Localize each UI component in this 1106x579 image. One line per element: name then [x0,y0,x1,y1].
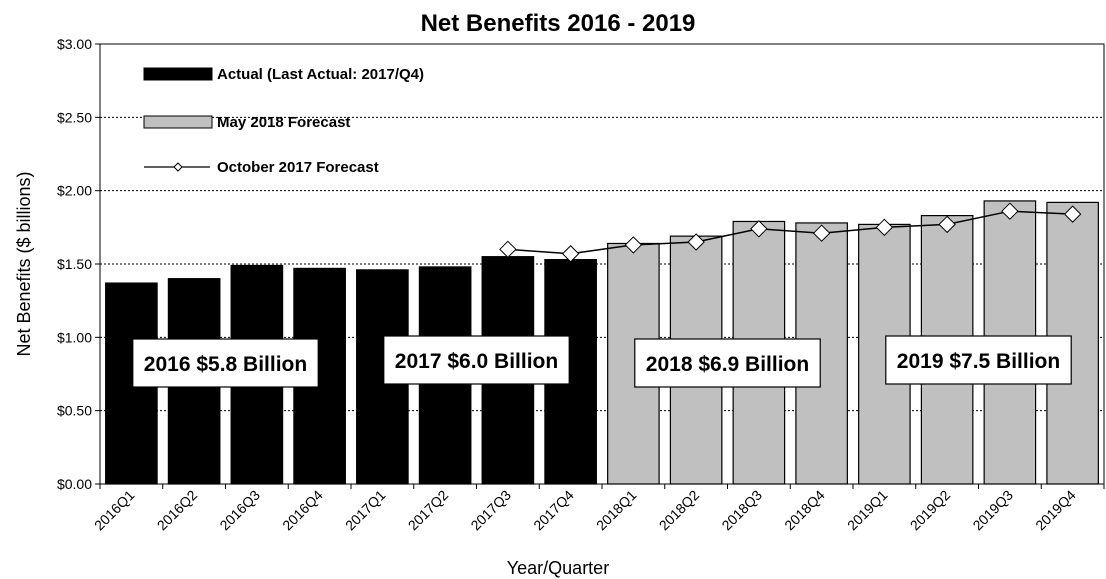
annotation-box: 2017 $6.0 Billion [383,335,570,385]
x-tick-label: 2017Q1 [342,487,389,534]
x-tick-label: 2019Q3 [969,487,1016,534]
annotation-box: 2018 $6.9 Billion [634,338,821,388]
y-tick-label: $1.50 [57,256,92,272]
annotation-rect [634,338,821,388]
forecast-point [561,245,580,263]
annotation-box: 2016 $5.8 Billion [132,338,319,388]
x-tick-label: 2016Q1 [91,487,138,534]
x-axis-title: Year/Quarter [507,558,609,578]
forecast-point [687,233,705,251]
forecast-point [812,224,831,242]
annotation-label: 2017 $6.0 Billion [395,350,558,373]
annotation-label: 2019 $7.5 Billion [897,350,1060,373]
x-tick-label: 2016Q3 [216,487,263,534]
annotation-label: 2016 $5.8 Billion [144,353,307,376]
y-axis-title: Net Benefits ($ billions) [14,171,34,356]
legend-label: October 2017 Forecast [217,159,379,176]
forecast-point [938,215,956,234]
forecast-line-path [507,210,1073,255]
legend-diamond-marker [173,162,183,172]
x-tick-label: 2018Q1 [593,487,640,534]
x-tick-label: 2018Q4 [781,487,828,534]
annotation-label: 2018 $6.9 Billion [646,353,809,376]
x-tick-label: 2019Q1 [844,487,891,534]
x-tick-label: 2017Q3 [467,487,514,534]
x-tick-label: 2016Q2 [154,487,201,534]
year-annotations: 2016 $5.8 Billion 2017 $6.0 Billion 2018 $… [132,335,1072,388]
x-tick-label: 2018Q2 [656,487,703,534]
y-tick-label: $1.00 [57,329,92,345]
legend-label: Actual (Last Actual: 2017/Q4) [217,66,424,83]
x-axis: 2016Q1 2016Q2 2016Q3 2016Q4 2017Q1 2017Q2 2017… [91,484,1105,534]
y-tick-label: $0.00 [57,476,92,492]
legend-swatch-1 [143,67,213,81]
chart-title: Net Benefits 2016 - 2019 [421,10,696,37]
x-tick-label: 2017Q2 [405,487,452,534]
forecast-point [1001,202,1019,220]
y-tick-label: $0.50 [57,403,92,419]
forecast-point [875,218,894,237]
annotation-rect [132,338,319,388]
forecast-point [499,240,517,259]
y-tick-label: $2.00 [57,183,92,199]
x-tick-label: 2017Q4 [530,487,577,534]
y-tick-label: $3.00 [57,36,92,52]
annotation-rect [885,335,1072,385]
x-tick-label: 2019Q4 [1032,487,1079,534]
legend-swatch-2 [143,115,213,129]
legend-label: May 2018 Forecast [217,114,350,131]
annotation-rect [383,335,570,385]
y-tick-label: $2.50 [57,109,92,125]
x-tick-label: 2019Q2 [907,487,954,534]
forecast-point [1063,205,1082,223]
x-tick-label: 2018Q3 [718,487,765,534]
forecast-point [750,220,768,238]
legend: Actual (Last Actual: 2017/Q4) May 2018 Fo… [143,66,424,176]
x-tick-label: 2016Q4 [279,487,326,534]
october-2017-forecast-line [499,202,1082,263]
y-axis: $0.00 $0.50 $1.00 $1.50 $2.00 $2.50 $3.00 [57,36,100,492]
forecast-point [624,236,643,254]
annotation-box: 2019 $7.5 Billion [885,335,1072,385]
